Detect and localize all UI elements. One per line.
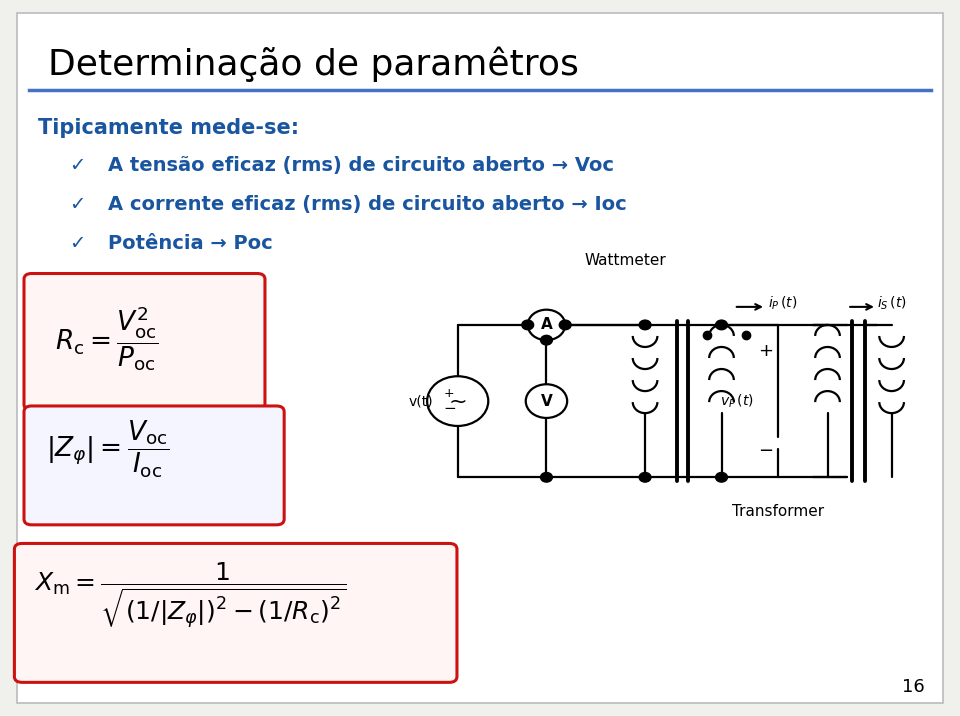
Text: Wattmeter: Wattmeter xyxy=(585,253,666,268)
Circle shape xyxy=(528,310,565,340)
Circle shape xyxy=(526,384,567,418)
Circle shape xyxy=(427,376,489,426)
FancyBboxPatch shape xyxy=(24,274,265,410)
Text: $R_\mathrm{c} = \dfrac{V_\mathrm{oc}^2}{P_\mathrm{oc}}$: $R_\mathrm{c} = \dfrac{V_\mathrm{oc}^2}{… xyxy=(55,304,158,373)
Text: ~: ~ xyxy=(448,392,467,412)
Circle shape xyxy=(715,320,728,330)
Text: Determinação de paramêtros: Determinação de paramêtros xyxy=(48,47,579,82)
Text: A: A xyxy=(540,317,552,332)
Circle shape xyxy=(715,473,728,482)
Text: Tipicamente mede-se:: Tipicamente mede-se: xyxy=(38,118,300,138)
FancyBboxPatch shape xyxy=(14,543,457,682)
Text: $|Z_\varphi| = \dfrac{V_\mathrm{oc}}{I_\mathrm{oc}}$: $|Z_\varphi| = \dfrac{V_\mathrm{oc}}{I_\… xyxy=(46,419,170,480)
Text: ✓: ✓ xyxy=(69,195,85,215)
Circle shape xyxy=(639,473,651,482)
Text: +: + xyxy=(758,342,774,360)
Text: $i_S\,(t)$: $i_S\,(t)$ xyxy=(876,294,906,311)
Text: A tensão eficaz (rms) de circuito aberto → Voc: A tensão eficaz (rms) de circuito aberto… xyxy=(108,156,613,175)
Text: +: + xyxy=(444,387,455,400)
Text: 16: 16 xyxy=(901,678,924,696)
Text: A corrente eficaz (rms) de circuito aberto → Ioc: A corrente eficaz (rms) de circuito aber… xyxy=(108,195,626,215)
Text: $v_P\,(t)$: $v_P\,(t)$ xyxy=(720,392,754,410)
Text: v(t): v(t) xyxy=(408,394,433,408)
Text: ✓: ✓ xyxy=(69,156,85,175)
Text: Potência → Poc: Potência → Poc xyxy=(108,234,273,253)
Circle shape xyxy=(522,320,534,330)
Circle shape xyxy=(560,320,571,330)
FancyBboxPatch shape xyxy=(24,406,284,525)
Text: V: V xyxy=(540,394,552,409)
Text: $i_P\,(t)$: $i_P\,(t)$ xyxy=(768,294,798,311)
Circle shape xyxy=(639,320,651,330)
Text: $X_\mathrm{m} = \dfrac{1}{\sqrt{(1/|Z_\varphi|)^2 - (1/R_\mathrm{c})^2}}$: $X_\mathrm{m} = \dfrac{1}{\sqrt{(1/|Z_\v… xyxy=(34,560,347,631)
Circle shape xyxy=(540,473,552,482)
Circle shape xyxy=(540,335,552,345)
Text: −: − xyxy=(443,401,456,416)
FancyBboxPatch shape xyxy=(17,13,943,703)
Text: Transformer: Transformer xyxy=(732,504,825,519)
Text: −: − xyxy=(758,442,774,460)
Text: ✓: ✓ xyxy=(69,234,85,253)
